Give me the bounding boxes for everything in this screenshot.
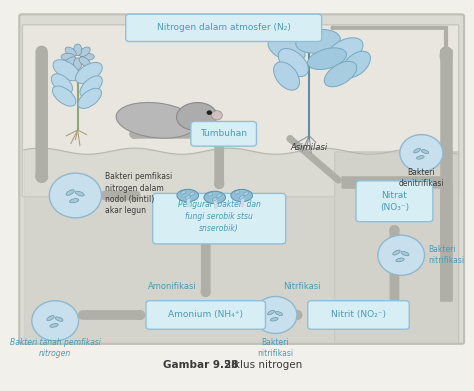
Ellipse shape: [65, 57, 76, 66]
Ellipse shape: [417, 156, 424, 159]
Text: Bakteri
nitrifikasi: Bakteri nitrifikasi: [257, 338, 293, 358]
Ellipse shape: [217, 194, 222, 197]
Ellipse shape: [80, 76, 102, 97]
Ellipse shape: [401, 251, 409, 256]
Circle shape: [211, 111, 222, 120]
Ellipse shape: [231, 189, 253, 202]
Ellipse shape: [414, 148, 420, 153]
Ellipse shape: [208, 193, 213, 196]
Text: Siklus nitrogen: Siklus nitrogen: [221, 360, 303, 370]
Circle shape: [254, 296, 297, 334]
FancyBboxPatch shape: [126, 14, 322, 41]
FancyBboxPatch shape: [146, 301, 265, 329]
Circle shape: [378, 235, 425, 275]
Ellipse shape: [204, 191, 226, 204]
FancyBboxPatch shape: [22, 25, 459, 197]
Ellipse shape: [190, 192, 195, 195]
Ellipse shape: [61, 53, 74, 60]
Text: Tumbuhan: Tumbuhan: [200, 129, 247, 138]
FancyBboxPatch shape: [335, 152, 459, 343]
Text: Nitrogen dalam atmosfer (N₂): Nitrogen dalam atmosfer (N₂): [157, 23, 291, 32]
Text: Bakteri pemfikasi
nitrogen dalam
nodol (bintil)
akar legun: Bakteri pemfikasi nitrogen dalam nodol (…: [105, 172, 172, 215]
Circle shape: [49, 173, 101, 218]
Ellipse shape: [75, 63, 102, 83]
Ellipse shape: [324, 61, 357, 87]
Text: Amonium (NH₄⁺): Amonium (NH₄⁺): [168, 310, 243, 319]
Ellipse shape: [47, 316, 54, 321]
Text: Bakteri
nitrifikasi: Bakteri nitrifikasi: [428, 245, 464, 265]
Ellipse shape: [181, 191, 186, 194]
Ellipse shape: [308, 48, 346, 70]
Text: Bakteri tanah pemfikasi
nitrogen: Bakteri tanah pemfikasi nitrogen: [10, 338, 100, 358]
FancyBboxPatch shape: [356, 181, 433, 222]
Ellipse shape: [235, 191, 240, 194]
Ellipse shape: [177, 189, 199, 202]
FancyBboxPatch shape: [308, 301, 409, 329]
Ellipse shape: [239, 196, 244, 199]
Circle shape: [207, 110, 212, 115]
Ellipse shape: [268, 310, 274, 315]
Circle shape: [400, 135, 443, 172]
Ellipse shape: [79, 57, 90, 66]
Text: Bakteri
denitrifikasi: Bakteri denitrifikasi: [399, 168, 444, 188]
Ellipse shape: [78, 88, 101, 108]
Ellipse shape: [327, 38, 363, 64]
Text: Nitrfikasi: Nitrfikasi: [283, 282, 321, 291]
Ellipse shape: [73, 44, 82, 56]
Ellipse shape: [79, 47, 90, 57]
Ellipse shape: [81, 53, 94, 60]
Ellipse shape: [116, 102, 196, 138]
Text: Gambar 9.28: Gambar 9.28: [163, 360, 238, 370]
Ellipse shape: [273, 62, 300, 90]
Ellipse shape: [53, 86, 76, 106]
Ellipse shape: [70, 199, 79, 203]
Ellipse shape: [244, 192, 249, 195]
Ellipse shape: [421, 149, 428, 154]
Ellipse shape: [275, 312, 283, 316]
Ellipse shape: [268, 36, 305, 62]
Text: Amonifikasi: Amonifikasi: [147, 282, 196, 291]
Ellipse shape: [393, 250, 400, 255]
Ellipse shape: [185, 196, 190, 199]
Ellipse shape: [342, 51, 371, 78]
FancyBboxPatch shape: [153, 194, 286, 244]
Ellipse shape: [176, 102, 217, 130]
Ellipse shape: [73, 58, 82, 70]
Ellipse shape: [271, 317, 278, 321]
Ellipse shape: [53, 60, 80, 81]
Ellipse shape: [296, 29, 340, 53]
Ellipse shape: [66, 190, 74, 196]
Ellipse shape: [278, 48, 308, 77]
Text: Asimilasi: Asimilasi: [290, 143, 328, 152]
FancyBboxPatch shape: [191, 122, 256, 146]
Text: Pengurai (bakteri dan
fungi serobik stsu
snserobik): Pengurai (bakteri dan fungi serobik stsu…: [178, 201, 261, 233]
Text: Nitrit (NO₂⁻): Nitrit (NO₂⁻): [331, 310, 386, 319]
Ellipse shape: [396, 258, 404, 262]
Ellipse shape: [51, 74, 73, 93]
Ellipse shape: [50, 324, 58, 327]
Circle shape: [32, 301, 79, 341]
Ellipse shape: [55, 317, 63, 321]
FancyBboxPatch shape: [19, 14, 464, 344]
Ellipse shape: [75, 191, 84, 196]
Text: Nitrat
(NO₃⁻): Nitrat (NO₃⁻): [380, 191, 409, 212]
Ellipse shape: [212, 198, 217, 201]
Ellipse shape: [65, 47, 76, 57]
